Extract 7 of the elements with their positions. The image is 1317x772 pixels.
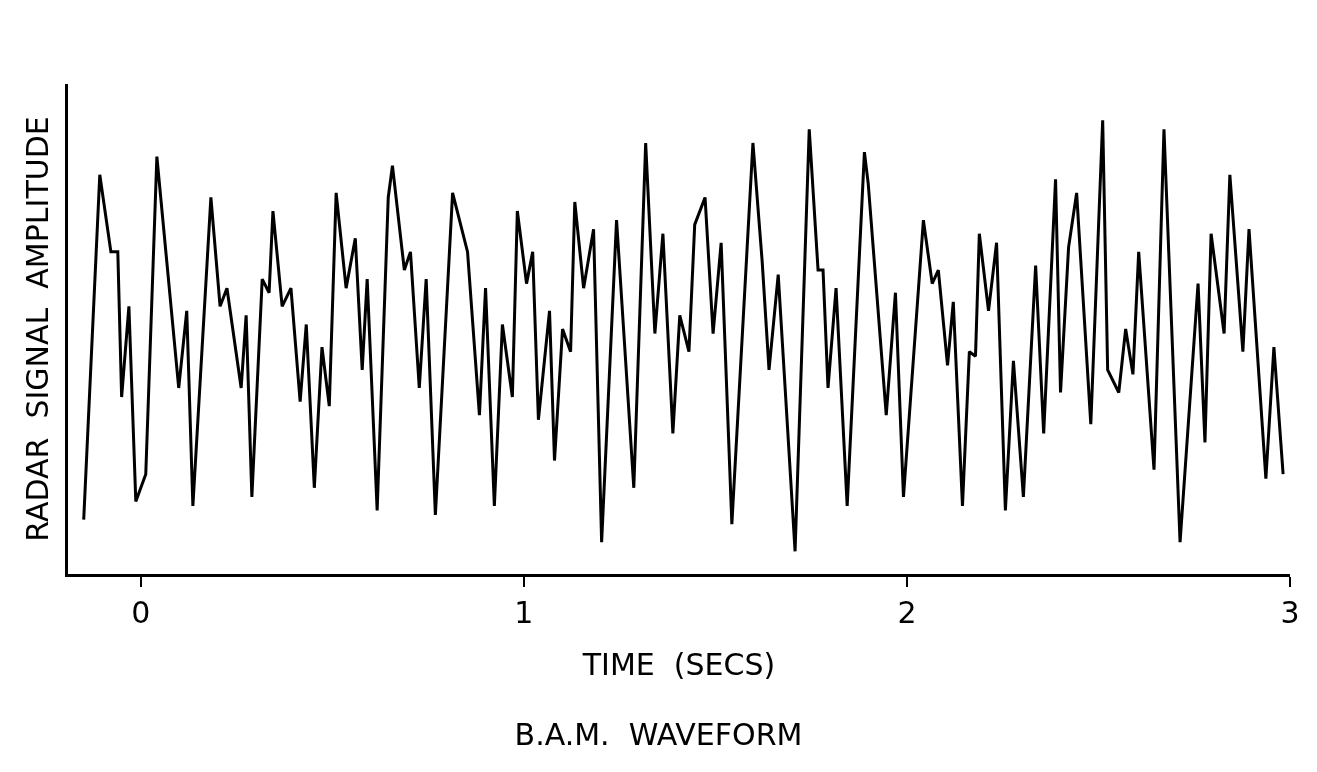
x-tick-label: 0 bbox=[131, 595, 151, 630]
x-tick-label: 3 bbox=[1280, 595, 1300, 630]
y-axis-title: RADAR SIGNAL AMPLITUDE bbox=[20, 116, 55, 542]
x-tick-label: 1 bbox=[514, 595, 534, 630]
x-tick-label: 2 bbox=[897, 595, 917, 630]
text: B.A.M. WAVEFORM bbox=[514, 716, 803, 752]
x-axis-title: TIME (SECS) bbox=[581, 646, 776, 682]
